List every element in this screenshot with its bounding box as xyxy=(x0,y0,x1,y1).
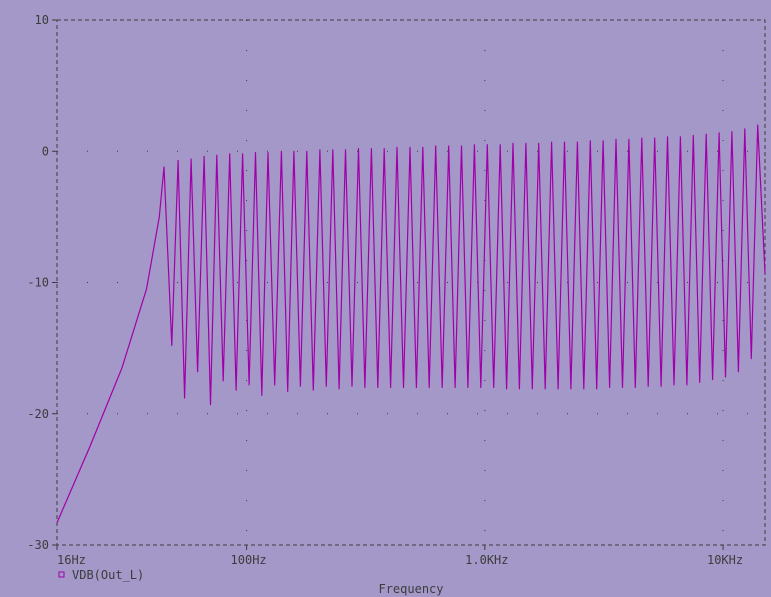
x-tick-label: 10KHz xyxy=(707,553,743,567)
legend-label: VDB(Out_L) xyxy=(72,568,144,582)
x-tick-label: 100Hz xyxy=(231,553,267,567)
y-axis-ticks: 10 0 -10 -20 -30 xyxy=(27,13,57,552)
x-tick-label: 16Hz xyxy=(57,553,86,567)
y-tick-label: -30 xyxy=(27,538,49,552)
traces xyxy=(56,124,766,523)
x-tick-label: 1.0KHz xyxy=(465,553,508,567)
x-axis-title: Frequency xyxy=(378,582,443,596)
plot-frame xyxy=(56,19,766,546)
legend-marker xyxy=(58,571,65,578)
x-axis-ticks: 16Hz 100Hz 1.0KHz 10KHz xyxy=(56,545,743,567)
legend: VDB(Out_L) xyxy=(58,568,144,582)
y-tick-label: 0 xyxy=(42,144,49,158)
y-tick-label: -20 xyxy=(27,407,49,421)
y-tick-label: -10 xyxy=(27,276,49,290)
series-vdb-out-l-line xyxy=(56,124,766,523)
y-tick-label: 10 xyxy=(35,13,49,27)
